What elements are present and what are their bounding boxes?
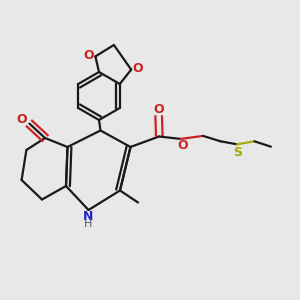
Text: S: S [233,146,242,159]
Text: O: O [178,139,188,152]
Text: H: H [84,219,92,230]
Text: O: O [153,103,164,116]
Text: O: O [133,62,143,75]
Text: N: N [83,210,93,223]
Text: O: O [83,49,94,62]
Text: O: O [16,112,27,126]
